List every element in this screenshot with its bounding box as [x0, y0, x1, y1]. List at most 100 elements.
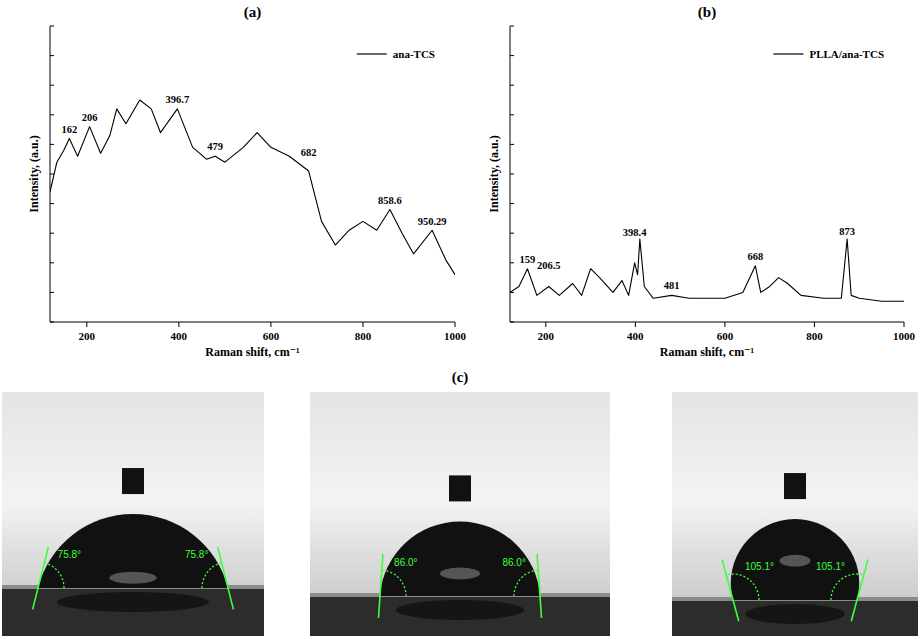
- x-tick: [455, 322, 456, 327]
- needle: [449, 475, 471, 501]
- peak-label: 396.7: [166, 94, 190, 105]
- panel: (a)2004006008001000Raman shift, cm⁻¹Inte…: [27, 4, 467, 359]
- angle-label: 86.0°: [502, 557, 525, 568]
- panel: (b) 200 400 600 800 1000 Raman shift, cm⁻¹ Inte…: [487, 4, 916, 359]
- y-tick: [50, 174, 54, 175]
- legend-label: PLLA/ana-TCS: [809, 48, 884, 60]
- y-tick: [50, 233, 54, 234]
- peak-label: 206: [82, 112, 98, 123]
- needle: [784, 473, 806, 499]
- y-tick: [50, 144, 54, 145]
- x-tick: [270, 322, 271, 327]
- x-tick-label: 400: [171, 330, 188, 342]
- droplet-reflection: [745, 604, 844, 624]
- peak-label: 398.4: [623, 227, 647, 238]
- y-tick: [510, 55, 514, 56]
- legend: ana-TCS: [357, 48, 435, 60]
- peak-label: 206.5: [537, 260, 561, 271]
- droplet-highlight: [780, 555, 811, 567]
- peak-label: 950.29: [418, 216, 447, 227]
- photo-background: [2, 392, 264, 636]
- x-tick: [178, 322, 179, 327]
- x-tick: [362, 322, 363, 327]
- photo-background: [672, 392, 918, 636]
- panel-title: (b): [698, 4, 716, 21]
- x-tick-label: 600: [717, 330, 734, 342]
- y-tick: [510, 174, 514, 175]
- y-axis-title: Intensity, (a.u.): [487, 135, 501, 212]
- x-tick-label: 200: [79, 330, 96, 342]
- x-axis-title: Raman shift, cm⁻¹: [660, 345, 755, 359]
- photo-background: [310, 392, 610, 636]
- x-tick: [724, 322, 725, 327]
- x-tick-label: 200: [538, 330, 555, 342]
- x-tick-label: 800: [355, 330, 372, 342]
- y-tick: [510, 26, 514, 27]
- x-tick-label: 800: [806, 330, 823, 342]
- y-tick: [50, 55, 54, 56]
- needle: [122, 468, 144, 494]
- x-tick: [814, 322, 815, 327]
- legend-swatch: [773, 53, 803, 54]
- y-tick: [50, 114, 54, 115]
- angle-label: 86.0°: [394, 557, 417, 568]
- y-tick: [510, 322, 514, 323]
- angle-arc: [202, 563, 222, 588]
- tangent-line: [722, 559, 739, 621]
- tangent-line: [218, 547, 234, 609]
- droplet-reflection: [57, 592, 209, 612]
- peak-label: 682: [301, 147, 317, 158]
- substrate: [310, 596, 610, 636]
- peak-label: 668: [747, 251, 763, 262]
- x-axis: [50, 322, 455, 323]
- tangent-line: [33, 547, 49, 609]
- y-tick: [510, 114, 514, 115]
- angle-arc: [726, 574, 759, 600]
- peak-label: 481: [664, 280, 680, 291]
- droplet: [380, 521, 540, 596]
- plot-area: [50, 100, 455, 275]
- x-tick: [86, 322, 87, 327]
- panel-title: (a): [244, 4, 262, 21]
- x-tick: [545, 322, 546, 327]
- y-tick: [50, 203, 54, 204]
- x-tick: [904, 322, 905, 327]
- angle-arc: [514, 570, 538, 596]
- y-tick: [510, 262, 514, 263]
- y-tick: [510, 144, 514, 145]
- tangent-line: [378, 554, 382, 618]
- x-tick: [635, 322, 636, 327]
- y-tick: [50, 26, 54, 27]
- legend-swatch: [357, 53, 387, 54]
- y-tick: [50, 322, 54, 323]
- x-tick-label: 1000: [893, 330, 916, 342]
- contact-angle-photo: 105.1°105.1°: [672, 392, 918, 636]
- legend-label: ana-TCS: [393, 48, 435, 60]
- x-tick-label: 600: [263, 330, 280, 342]
- angle-label: 105.1°: [816, 561, 845, 572]
- x-tick-label: 1000: [444, 330, 467, 342]
- y-tick: [50, 292, 54, 293]
- droplet-highlight: [109, 572, 157, 584]
- y-tick: [510, 203, 514, 204]
- y-tick: [510, 85, 514, 86]
- peak-label: 159: [520, 254, 536, 265]
- y-axis-title: Intensity, (a.u.): [27, 135, 41, 212]
- angle-label: 75.8°: [58, 549, 81, 560]
- y-tick: [50, 85, 54, 86]
- contact-angle-photo: 86.0° 86.0°: [310, 392, 610, 636]
- droplet: [731, 519, 859, 600]
- peak-label: 858.6: [378, 195, 402, 206]
- angle-label: 75.8°: [185, 549, 208, 560]
- tangent-line: [537, 554, 541, 618]
- x-tick-label: 400: [627, 330, 644, 342]
- angle-arc: [831, 574, 864, 600]
- panel-title: (c): [452, 369, 469, 386]
- tangent-line: [851, 559, 868, 621]
- y-tick: [50, 262, 54, 263]
- peak-label: 162: [61, 124, 77, 135]
- substrate: [2, 588, 264, 636]
- substrate: [672, 600, 918, 636]
- plot-area: [510, 239, 904, 301]
- droplet-highlight: [440, 568, 480, 580]
